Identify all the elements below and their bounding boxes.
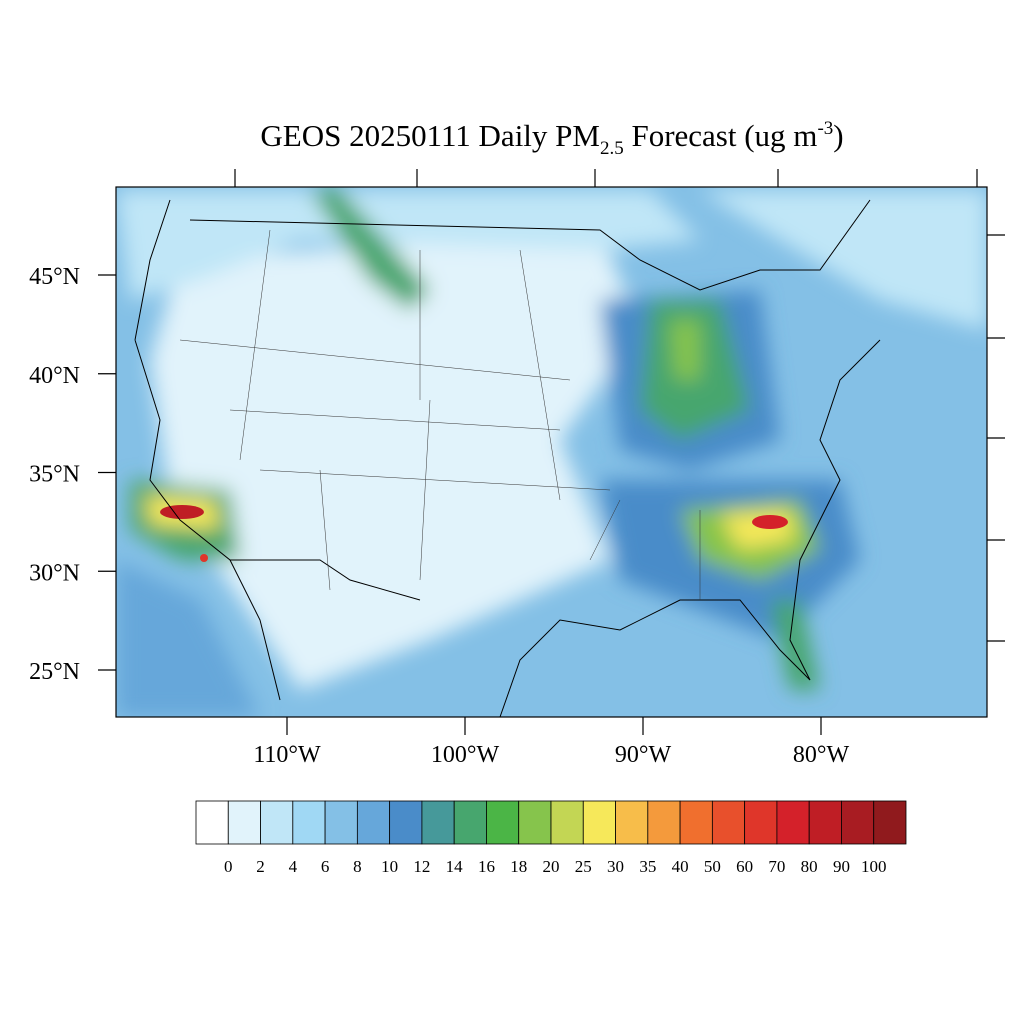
colorbar-label: 18	[510, 857, 527, 876]
colorbar-box	[711, 800, 746, 845]
colorbar-label: 30	[607, 857, 624, 876]
colorbar-box	[582, 800, 616, 845]
colorbar-box	[647, 800, 681, 845]
lat-tick-label: 35°N	[29, 462, 80, 488]
colorbar-label: 12	[413, 857, 430, 876]
lat-tick-label: 45°N	[29, 264, 80, 290]
map-frame	[115, 186, 988, 718]
colorbar-label: 0	[224, 857, 233, 876]
colorbar-box	[421, 800, 455, 845]
pm25-field	[116, 187, 987, 717]
lon-tick-label: 90°W	[615, 742, 672, 768]
colorbar-label: 25	[575, 857, 592, 876]
colorbar-box	[227, 800, 261, 845]
colorbar-box	[356, 800, 391, 845]
colorbar-box	[324, 800, 358, 845]
colorbar-box	[195, 800, 229, 845]
hotspot	[752, 515, 788, 529]
title-superscript: -3	[817, 118, 833, 139]
lat-tick-label: 40°N	[29, 363, 80, 389]
title-main: GEOS 20250111 Daily PM	[260, 118, 600, 153]
colorbar-label: 10	[381, 857, 398, 876]
colorbar-box	[550, 800, 584, 845]
colorbar-label: 4	[289, 857, 298, 876]
colorbar-box	[744, 800, 778, 845]
hotspot	[200, 554, 208, 562]
colorbar-label: 100	[861, 857, 887, 876]
colorbar-box	[292, 800, 326, 845]
colorbar-box	[389, 800, 423, 845]
colorbar-label: 6	[321, 857, 330, 876]
colorbar-box	[873, 800, 907, 845]
colorbar-label: 80	[801, 857, 818, 876]
colorbar-box	[679, 800, 713, 845]
colorbar-box	[841, 800, 875, 845]
title-middle: Forecast (ug m	[624, 118, 818, 153]
colorbar-label: 14	[446, 857, 464, 876]
lat-tick-label: 25°N	[29, 659, 80, 685]
map-title: GEOS 20250111 Daily PM2.5 Forecast (ug m…	[260, 118, 843, 159]
colorbar-label: 8	[353, 857, 362, 876]
colorbar-label: 60	[736, 857, 753, 876]
axes: 45°N 40°N 35°N 30°N 25°N 110°W 100°W 90°W 80°W	[29, 264, 849, 768]
colorbar: 0 2 4 6 8 10 12 14 16 18 20 25 30 35 40 50 60 70 80 90 100	[195, 800, 907, 876]
coastline	[134, 199, 881, 717]
colorbar-label: 35	[639, 857, 656, 876]
colorbar-box	[486, 800, 520, 845]
state-borders	[179, 229, 701, 600]
colorbar-label: 90	[833, 857, 850, 876]
lon-tick-label: 110°W	[253, 742, 321, 768]
lon-tick-label: 80°W	[793, 742, 850, 768]
hotspot	[160, 505, 204, 519]
lat-tick-label: 30°N	[29, 560, 80, 586]
colorbar-box	[260, 800, 294, 845]
title-subscript: 2.5	[600, 138, 624, 159]
colorbar-box	[518, 800, 552, 845]
colorbar-label: 16	[478, 857, 495, 876]
colorbar-label: 50	[704, 857, 721, 876]
colorbar-label: 70	[768, 857, 785, 876]
colorbar-box	[453, 800, 487, 845]
colorbar-box	[808, 800, 842, 845]
colorbar-label: 2	[256, 857, 265, 876]
lon-tick-label: 100°W	[431, 742, 500, 768]
colorbar-box	[615, 800, 649, 845]
colorbar-label: 40	[672, 857, 689, 876]
title-end: )	[833, 118, 843, 153]
frame-ticks	[234, 169, 1005, 642]
colorbar-label: 20	[543, 857, 560, 876]
colorbar-box	[776, 800, 810, 845]
